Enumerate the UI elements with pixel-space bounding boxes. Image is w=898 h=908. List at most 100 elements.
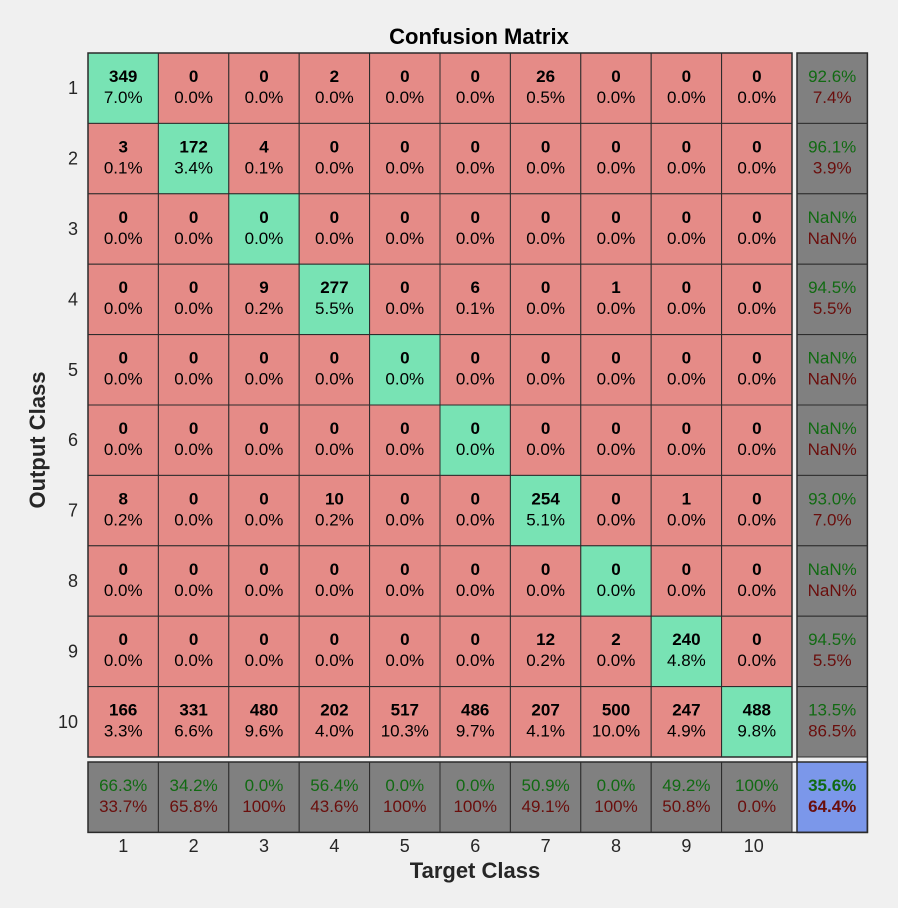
cell-percent: 0.0% bbox=[667, 158, 706, 177]
cell-percent: 0.0% bbox=[737, 370, 776, 389]
matrix-cell bbox=[580, 474, 652, 547]
cell-percent: 10.0% bbox=[592, 722, 640, 741]
matrix-cell bbox=[650, 334, 723, 406]
col-summary-correct: 0.0% bbox=[245, 776, 284, 795]
cell-percent: 0.0% bbox=[174, 370, 213, 389]
row-summary-cell bbox=[796, 334, 868, 406]
row-summary-correct: 13.5% bbox=[808, 701, 856, 720]
row-summary-cell bbox=[796, 545, 868, 617]
row-summary-incorrect: NaN% bbox=[808, 229, 857, 248]
matrix-cell bbox=[509, 334, 582, 406]
cell-count: 3 bbox=[118, 137, 127, 156]
matrix-border bbox=[87, 52, 793, 758]
cell-count: 0 bbox=[259, 489, 268, 508]
cell-count: 0 bbox=[682, 560, 691, 579]
row-summary-cell bbox=[796, 686, 868, 758]
cell-percent: 0.0% bbox=[245, 229, 284, 248]
cell-count: 0 bbox=[682, 67, 691, 86]
matrix-cell bbox=[439, 263, 511, 336]
row-summary-incorrect: NaN% bbox=[808, 440, 857, 459]
cell-count: 0 bbox=[470, 208, 479, 227]
row-summary-correct: NaN% bbox=[808, 349, 857, 368]
cell-percent: 0.0% bbox=[245, 581, 284, 600]
x-axis-label: Target Class bbox=[410, 858, 540, 883]
matrix-cell bbox=[439, 545, 511, 617]
cell-count: 480 bbox=[250, 701, 278, 720]
y-tick-label: 10 bbox=[58, 712, 78, 732]
col-summary-cell bbox=[580, 761, 652, 833]
matrix-cell bbox=[369, 334, 441, 406]
cell-percent: 4.8% bbox=[667, 651, 706, 670]
matrix-cell bbox=[157, 615, 230, 688]
col-summary-incorrect: 0.0% bbox=[737, 797, 776, 816]
cell-count: 0 bbox=[682, 278, 691, 297]
cell-count: 0 bbox=[118, 278, 127, 297]
row-summary-correct: 93.0% bbox=[808, 489, 856, 508]
cell-count: 0 bbox=[400, 349, 409, 368]
cell-percent: 0.5% bbox=[526, 88, 565, 107]
cell-percent: 0.0% bbox=[597, 299, 636, 318]
cell-count: 12 bbox=[536, 630, 555, 649]
cell-count: 2 bbox=[611, 630, 620, 649]
x-tick-label: 9 bbox=[681, 836, 691, 856]
cell-percent: 0.0% bbox=[667, 299, 706, 318]
matrix-cell bbox=[157, 686, 230, 758]
matrix-cell bbox=[721, 334, 793, 406]
cell-count: 0 bbox=[118, 419, 127, 438]
cell-count: 247 bbox=[672, 701, 700, 720]
row-summary-cell bbox=[796, 193, 868, 265]
cell-count: 0 bbox=[330, 349, 339, 368]
cell-percent: 0.0% bbox=[104, 370, 143, 389]
matrix-cell bbox=[509, 474, 582, 547]
matrix-cell bbox=[650, 404, 723, 476]
col-summary-cell bbox=[721, 761, 793, 833]
row-summary-correct: 94.5% bbox=[808, 278, 856, 297]
matrix-cell bbox=[298, 122, 371, 195]
y-tick-labels: 1 2 3 4 5 6 7 8 9 10 bbox=[58, 78, 78, 732]
matrix-cell bbox=[650, 474, 723, 547]
col-summary-cell bbox=[369, 761, 441, 833]
cell-count: 0 bbox=[259, 67, 268, 86]
cell-percent: 0.0% bbox=[597, 158, 636, 177]
matrix-cell bbox=[157, 52, 230, 124]
cell-percent: 0.0% bbox=[174, 440, 213, 459]
matrix-cell bbox=[369, 686, 441, 758]
cell-percent: 0.0% bbox=[597, 229, 636, 248]
matrix-cell bbox=[87, 263, 159, 336]
cell-percent: 0.0% bbox=[385, 370, 424, 389]
cell-percent: 0.0% bbox=[526, 440, 565, 459]
cell-count: 0 bbox=[189, 489, 198, 508]
x-tick-label: 4 bbox=[329, 836, 339, 856]
matrix-cell bbox=[157, 193, 230, 265]
y-tick-label: 7 bbox=[68, 501, 78, 521]
y-tick-label: 2 bbox=[68, 149, 78, 169]
row-summary-cell bbox=[796, 122, 868, 195]
cell-count: 488 bbox=[743, 701, 771, 720]
cell-count: 4 bbox=[259, 137, 269, 156]
col-summary-cell bbox=[439, 761, 511, 833]
cell-count: 0 bbox=[189, 560, 198, 579]
x-tick-label: 8 bbox=[611, 836, 621, 856]
cell-count: 0 bbox=[189, 349, 198, 368]
cell-percent: 0.0% bbox=[456, 158, 495, 177]
y-tick-label: 6 bbox=[68, 430, 78, 450]
cell-percent: 0.0% bbox=[174, 651, 213, 670]
cell-percent: 0.2% bbox=[315, 510, 354, 529]
cell-percent: 0.0% bbox=[315, 88, 354, 107]
cell-count: 0 bbox=[682, 419, 691, 438]
cell-percent: 4.1% bbox=[526, 722, 565, 741]
cell-count: 1 bbox=[611, 278, 620, 297]
cell-percent: 0.0% bbox=[245, 88, 284, 107]
cell-percent: 0.0% bbox=[597, 370, 636, 389]
cell-percent: 0.0% bbox=[385, 88, 424, 107]
y-tick-label: 8 bbox=[68, 571, 78, 591]
cell-count: 0 bbox=[118, 349, 127, 368]
cell-percent: 0.0% bbox=[104, 299, 143, 318]
matrix-cell bbox=[157, 334, 230, 406]
cell-percent: 3.4% bbox=[174, 158, 213, 177]
cell-percent: 7.0% bbox=[104, 88, 143, 107]
cell-count: 0 bbox=[682, 208, 691, 227]
cell-percent: 0.0% bbox=[737, 510, 776, 529]
cell-percent: 0.0% bbox=[737, 440, 776, 459]
cell-count: 0 bbox=[400, 419, 409, 438]
